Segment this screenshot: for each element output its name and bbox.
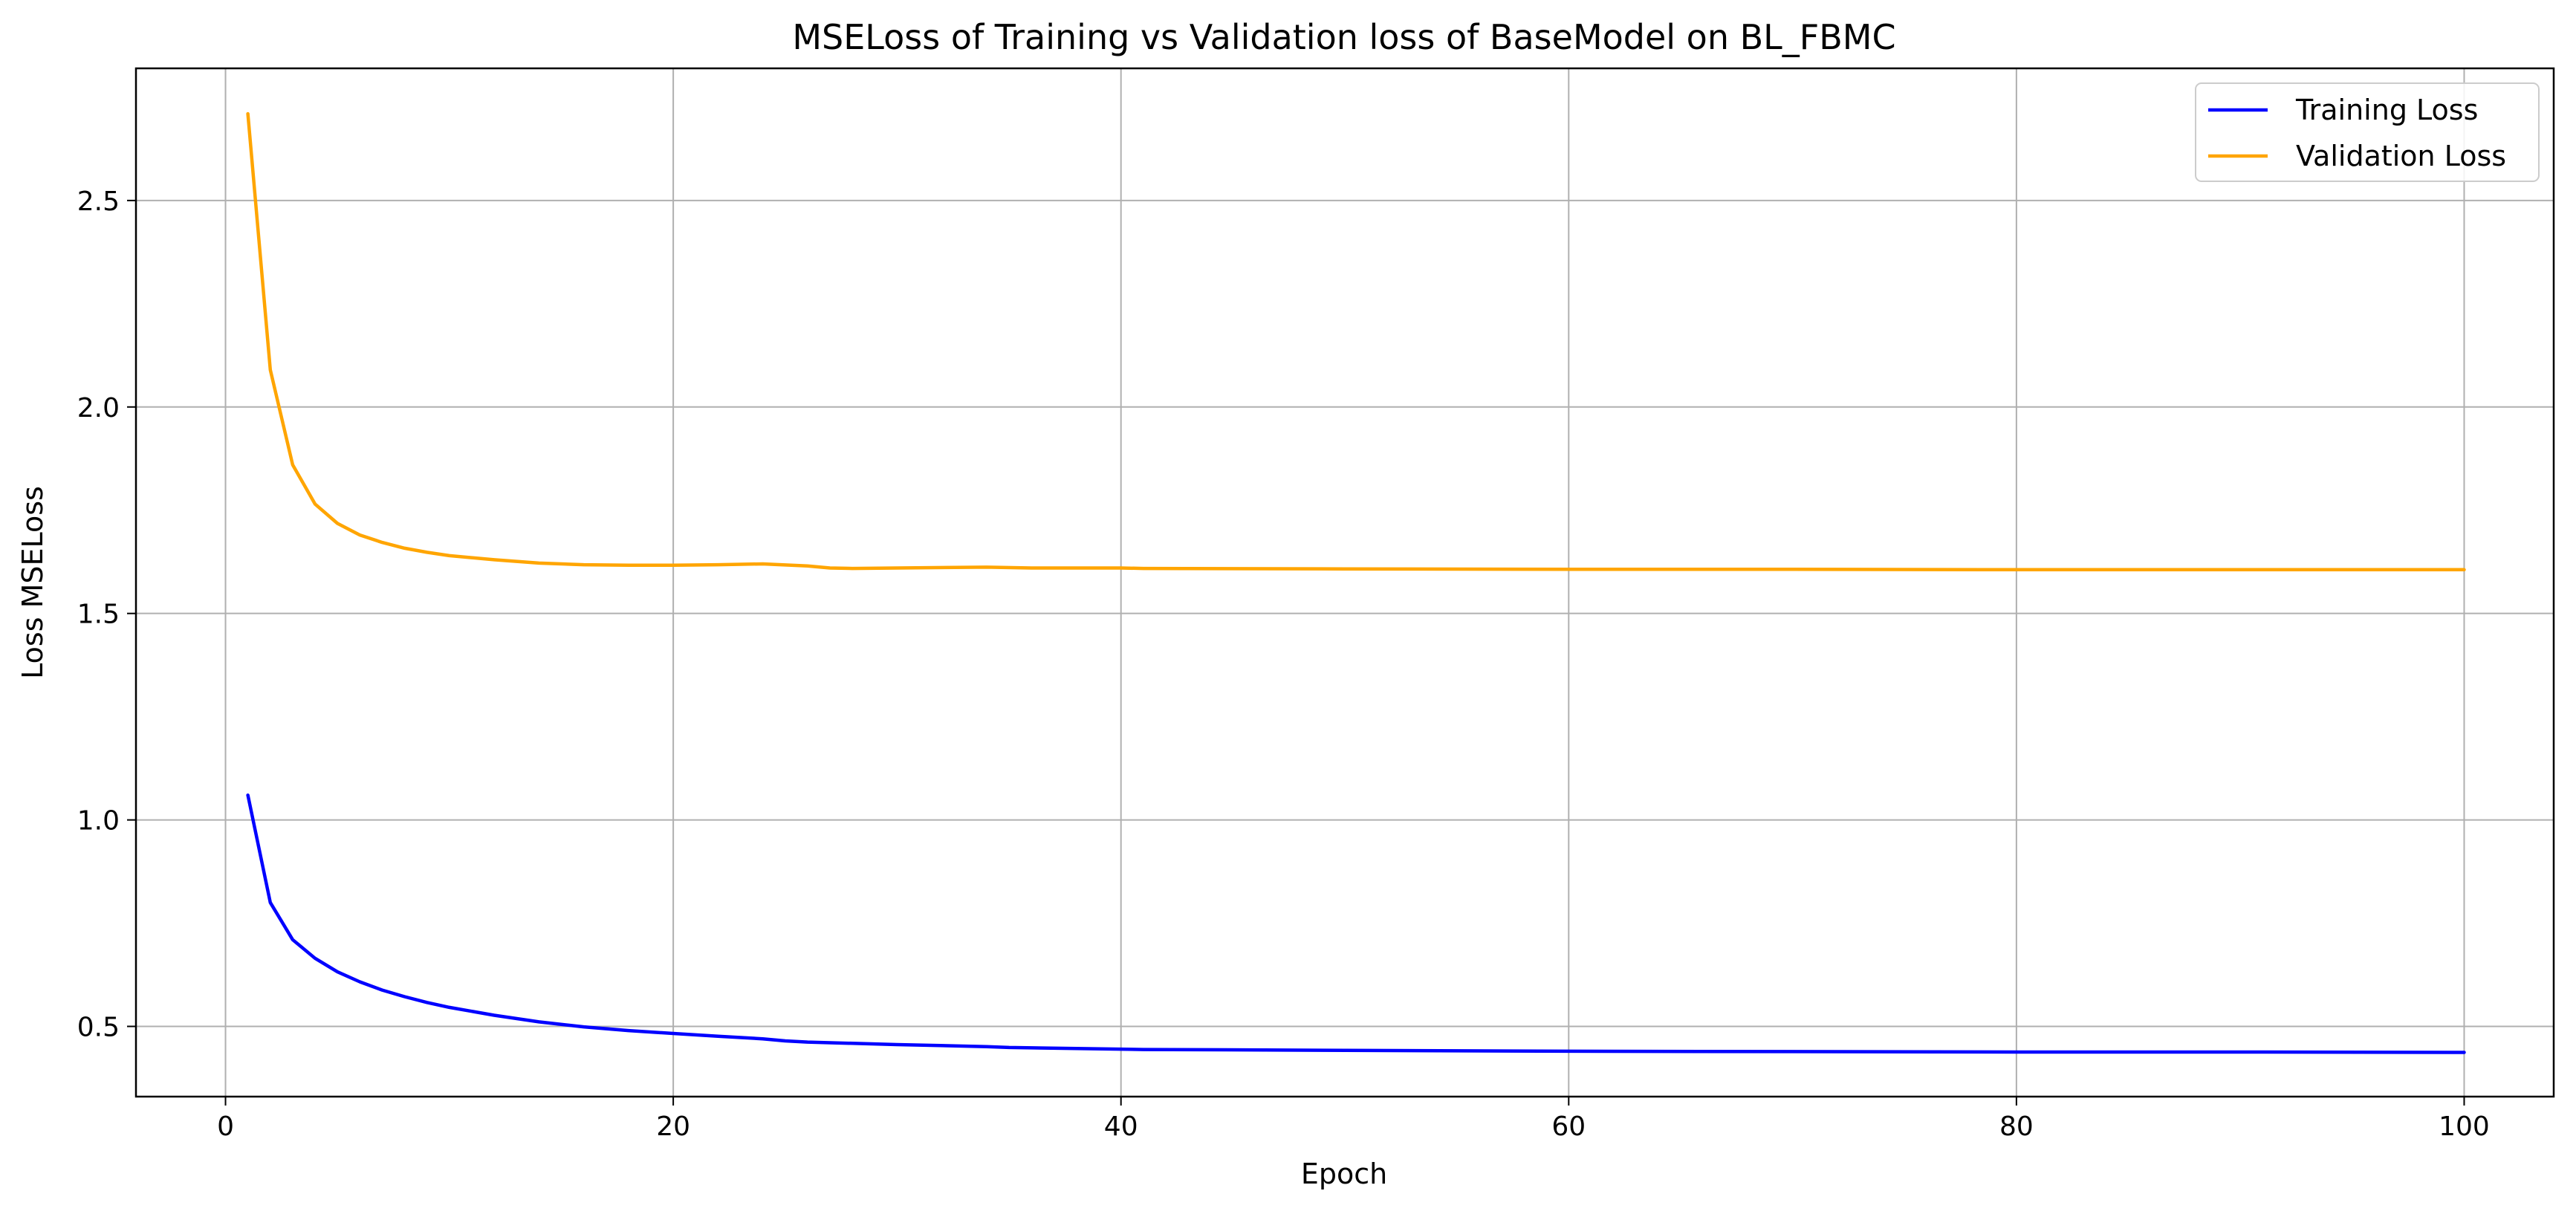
chart-title: MSELoss of Training vs Validation loss o… — [792, 17, 1895, 57]
y-axis-label: Loss MSELoss — [16, 486, 49, 679]
x-tick-label: 0 — [217, 1111, 234, 1142]
y-tick-label: 0.5 — [77, 1013, 120, 1043]
legend-label: Training Loss — [2295, 94, 2478, 126]
series-layer — [246, 111, 2466, 1054]
x-axis: 0 20 40 60 80 100 — [217, 1097, 2490, 1142]
y-tick-label: 1.0 — [77, 806, 120, 837]
series-line-validation-loss — [246, 111, 2466, 572]
x-tick-label: 60 — [1551, 1111, 1586, 1142]
x-tick-label: 20 — [656, 1111, 690, 1142]
x-axis-label: Epoch — [1301, 1158, 1387, 1190]
grid — [136, 68, 2554, 1097]
x-tick-label: 80 — [1999, 1111, 2034, 1142]
x-tick-label: 100 — [2439, 1111, 2490, 1142]
y-tick-label: 1.5 — [77, 600, 120, 630]
y-tick-label: 2.5 — [77, 186, 120, 217]
legend-box — [2195, 82, 2540, 182]
legend-label: Validation Loss — [2296, 140, 2506, 172]
legend: Training Loss Validation Loss — [2195, 82, 2540, 182]
x-tick-label: 40 — [1104, 1111, 1138, 1142]
y-tick-label: 2.0 — [77, 393, 120, 423]
y-axis: 0.5 1.0 1.5 2.0 2.5 — [77, 186, 136, 1043]
plot-frame — [134, 67, 2555, 1098]
series-line-training-loss — [246, 793, 2466, 1054]
